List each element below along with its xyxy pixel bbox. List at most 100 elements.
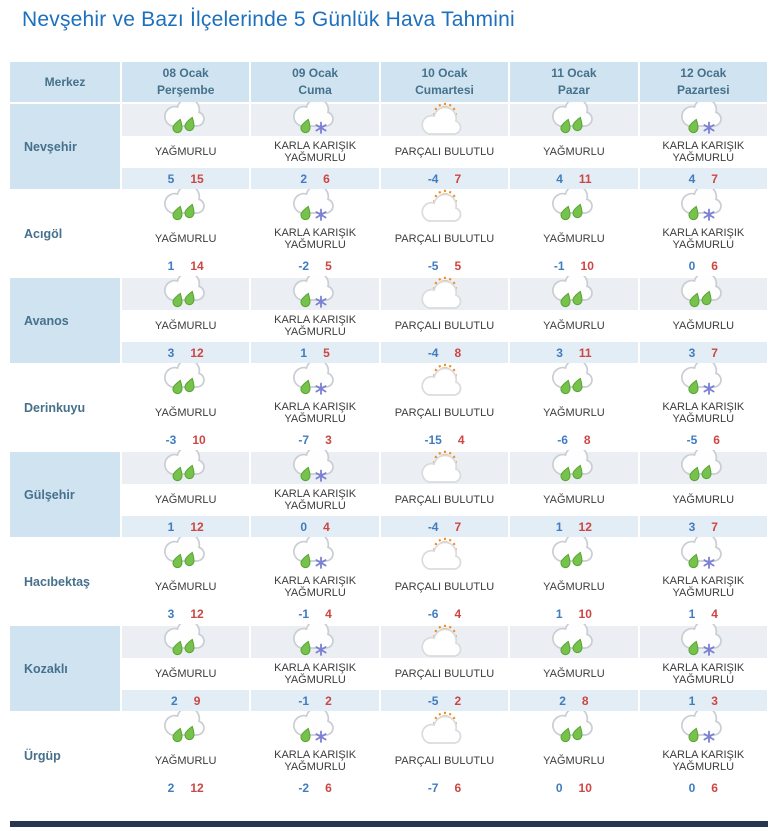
temp-max: 11: [578, 345, 592, 360]
rain-icon: [510, 102, 638, 136]
temp-min: 1: [555, 606, 563, 621]
sleet-icon: [251, 189, 379, 223]
temperature: -5 2: [380, 690, 509, 711]
condition-label: YAĞMURLU: [510, 138, 638, 166]
forecast-cell: YAĞMURLU 2 12: [122, 711, 250, 798]
condition-label: YAĞMURLU: [639, 312, 767, 340]
temperature: 3 11: [510, 342, 638, 363]
sleet-icon: [251, 276, 379, 310]
temp-max: 8: [583, 432, 591, 447]
sleet-icon: [639, 102, 767, 136]
temp-min: 4: [556, 171, 563, 186]
forecast-cell: PARÇALI BULUTLU -5 2: [380, 624, 509, 711]
forecast-cell: KARLA KARIŞIK YAĞMURLU -7 3: [251, 363, 379, 450]
forecast-cell: KARLA KARIŞIK YAĞMURLU 0 4: [251, 450, 379, 537]
sleet-icon: [639, 189, 767, 223]
temp-max: 6: [713, 432, 720, 447]
rain-icon: [510, 363, 638, 397]
day-header: 08 Ocak Perşembe: [122, 62, 250, 102]
rain-icon: [122, 624, 250, 658]
temp-max: 3: [325, 432, 332, 447]
temp-min: -2: [298, 780, 310, 795]
city-name: Avanos: [10, 278, 120, 363]
temperature: -1 10: [510, 255, 638, 276]
temp-max: 9: [193, 693, 201, 708]
partly-cloudy-icon: [380, 102, 509, 136]
city-name: Acıgöl: [24, 226, 63, 241]
temp-min: 2: [167, 780, 175, 795]
condition-label: KARLA KARIŞIK YAĞMURLU: [639, 225, 767, 253]
condition-label: PARÇALI BULUTLU: [380, 312, 509, 340]
condition-label: KARLA KARIŞIK YAĞMURLU: [251, 225, 379, 253]
temp-max: 12: [190, 519, 204, 534]
temperature: -7 6: [380, 777, 509, 798]
temperature: 5 15: [122, 168, 250, 189]
temp-min: -1: [298, 606, 310, 621]
forecast-cell: YAĞMURLU 1 12: [510, 450, 638, 537]
forecast-cell: PARÇALI BULUTLU -4 7: [380, 450, 509, 537]
temp-min: 0: [688, 258, 696, 273]
forecast-cell: YAĞMURLU 0 10: [510, 711, 638, 798]
rain-icon: [639, 276, 767, 310]
temp-max: 4: [711, 606, 718, 621]
rain-icon: [510, 624, 638, 658]
forecast-cell: YAĞMURLU 1 14: [122, 189, 250, 276]
temp-max: 10: [192, 432, 206, 447]
city-name: Ürgüp: [24, 748, 61, 763]
condition-label: YAĞMURLU: [122, 138, 250, 166]
condition-label: YAĞMURLU: [122, 660, 250, 688]
condition-label: YAĞMURLU: [510, 660, 638, 688]
condition-label: YAĞMURLU: [122, 225, 250, 253]
temp-min: -6: [557, 432, 568, 447]
forecast-cell: YAĞMURLU 2 9: [122, 624, 250, 711]
rain-icon: [122, 450, 250, 484]
forecast-cell: YAĞMURLU 3 7: [639, 450, 767, 537]
rain-icon: [122, 189, 250, 223]
condition-label: KARLA KARIŞIK YAĞMURLU: [251, 399, 379, 427]
condition-label: KARLA KARIŞIK YAĞMURLU: [639, 573, 767, 601]
rain-icon: [122, 363, 250, 397]
day-header: 10 Ocak Cumartesi: [380, 62, 509, 102]
condition-label: PARÇALI BULUTLU: [380, 225, 509, 253]
temp-min: 2: [300, 171, 308, 186]
sleet-icon: [639, 624, 767, 658]
condition-label: KARLA KARIŞIK YAĞMURLU: [639, 660, 767, 688]
forecast-cell: YAĞMURLU 2 8: [510, 624, 638, 711]
temp-min: -5: [427, 258, 439, 273]
temp-max: 11: [578, 171, 592, 186]
condition-label: YAĞMURLU: [122, 312, 250, 340]
rain-icon: [510, 276, 638, 310]
forecast-cell: PARÇALI BULUTLU -15 4: [380, 363, 509, 450]
day-header: 12 Ocak Pazartesi: [639, 62, 767, 102]
temp-max: 14: [190, 258, 204, 273]
forecast-cell: YAĞMURLU -1 10: [510, 189, 638, 276]
table-row: Acıgöl YAĞMURLU 1 14 KARLA KARIŞIK YAĞMURLU -…: [10, 189, 767, 276]
temp-max: 4: [457, 432, 465, 447]
sleet-icon: [251, 450, 379, 484]
temp-min: 3: [167, 345, 175, 360]
temp-min: -15: [424, 432, 442, 447]
forecast-cell: YAĞMURLU 1 10: [510, 537, 638, 624]
rain-icon: [510, 537, 638, 571]
partly-cloudy-icon: [380, 189, 509, 223]
temp-min: 1: [167, 519, 175, 534]
temperature: -5 5: [380, 255, 509, 276]
temp-max: 12: [190, 780, 204, 795]
temp-max: 7: [711, 519, 718, 534]
sleet-icon: [251, 711, 379, 745]
city-column-header: Merkez: [10, 62, 120, 102]
table-row: Derinkuyu YAĞMURLU -3 10 KARLA KARIŞIK YAĞMU…: [10, 363, 767, 450]
temp-max: 10: [578, 780, 592, 795]
condition-label: YAĞMURLU: [510, 747, 638, 775]
forecast-cell: KARLA KARIŞIK YAĞMURLU -2 5: [251, 189, 379, 276]
temperature: -15 4: [380, 429, 509, 450]
table-row: Nevşehir YAĞMURLU 5 15 KARLA KARIŞIK YAĞMURL…: [10, 102, 767, 189]
condition-label: KARLA KARIŞIK YAĞMURLU: [251, 486, 379, 514]
rain-icon: [510, 450, 638, 484]
